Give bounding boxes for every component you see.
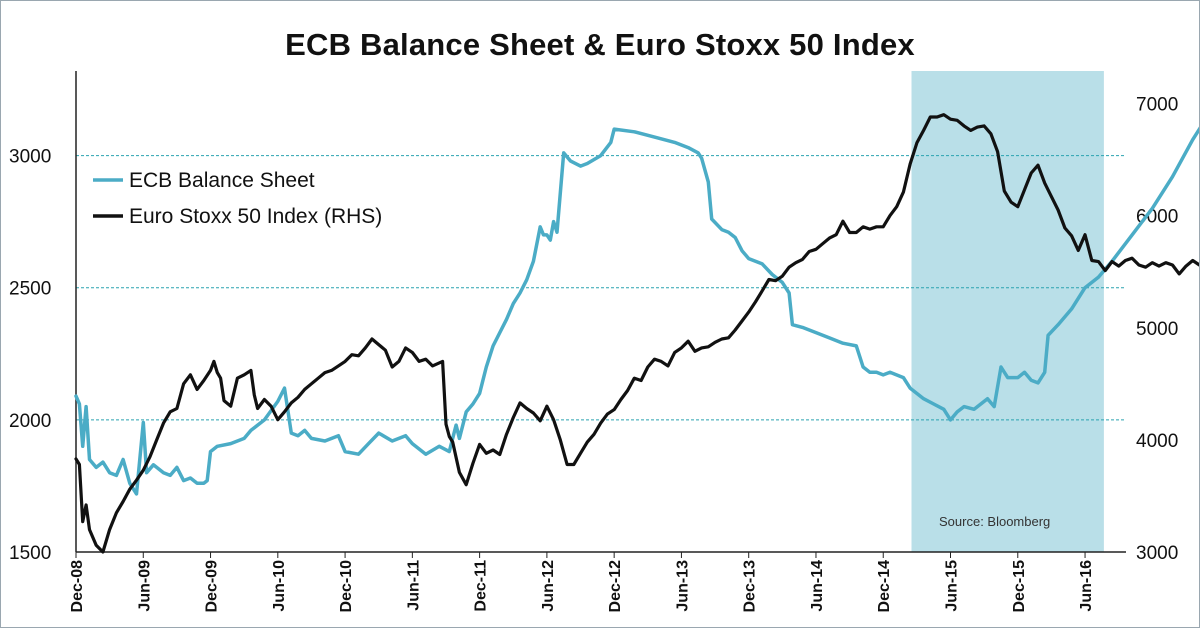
series-line-ecb-balance-sheet [74,126,1199,496]
y-right-tick-label: 5000 [1136,319,1178,340]
x-tick-label: Jun-14 [809,560,826,612]
x-tick-label: Dec-09 [204,560,221,613]
y-right-tick-label: 7000 [1136,95,1178,116]
legend-label: ECB Balance Sheet [129,169,315,192]
source-note: Source: Bloomberg [939,514,1050,529]
x-tick-label: Dec-12 [607,560,624,613]
legend-label: Euro Stoxx 50 Index (RHS) [129,205,382,228]
x-tick-label: Dec-15 [1011,560,1028,613]
x-tick-label: Dec-08 [69,560,86,613]
y-left-tick-label: 2000 [9,411,51,432]
y-right-tick-label: 6000 [1136,207,1178,228]
x-tick-label: Jun-10 [271,560,288,612]
x-tick-label: Jun-11 [405,560,422,611]
x-tick-label: Jun-09 [136,560,153,612]
y-right-tick-label: 4000 [1136,431,1178,452]
y-left-tick-label: 3000 [9,147,51,168]
x-tick-label: Jun-12 [540,560,557,612]
series-line-euro-stoxx-50 [74,113,1199,554]
x-tick-label: Dec-14 [876,560,893,613]
y-left-tick-label: 1500 [9,543,51,564]
highlight-region [911,71,1104,552]
chart-title: ECB Balance Sheet & Euro Stoxx 50 Index [285,27,915,62]
x-tick-label: Jun-13 [674,560,691,612]
x-tick-label: Dec-11 [473,560,490,612]
x-tick-label: Dec-13 [742,560,759,613]
x-tick-label: Dec-10 [338,560,355,613]
x-tick-label: Jun-16 [1078,560,1095,612]
y-right-tick-label: 3000 [1136,543,1178,564]
y-left-tick-label: 2500 [9,279,51,300]
x-tick-label: Jun-15 [944,560,961,612]
